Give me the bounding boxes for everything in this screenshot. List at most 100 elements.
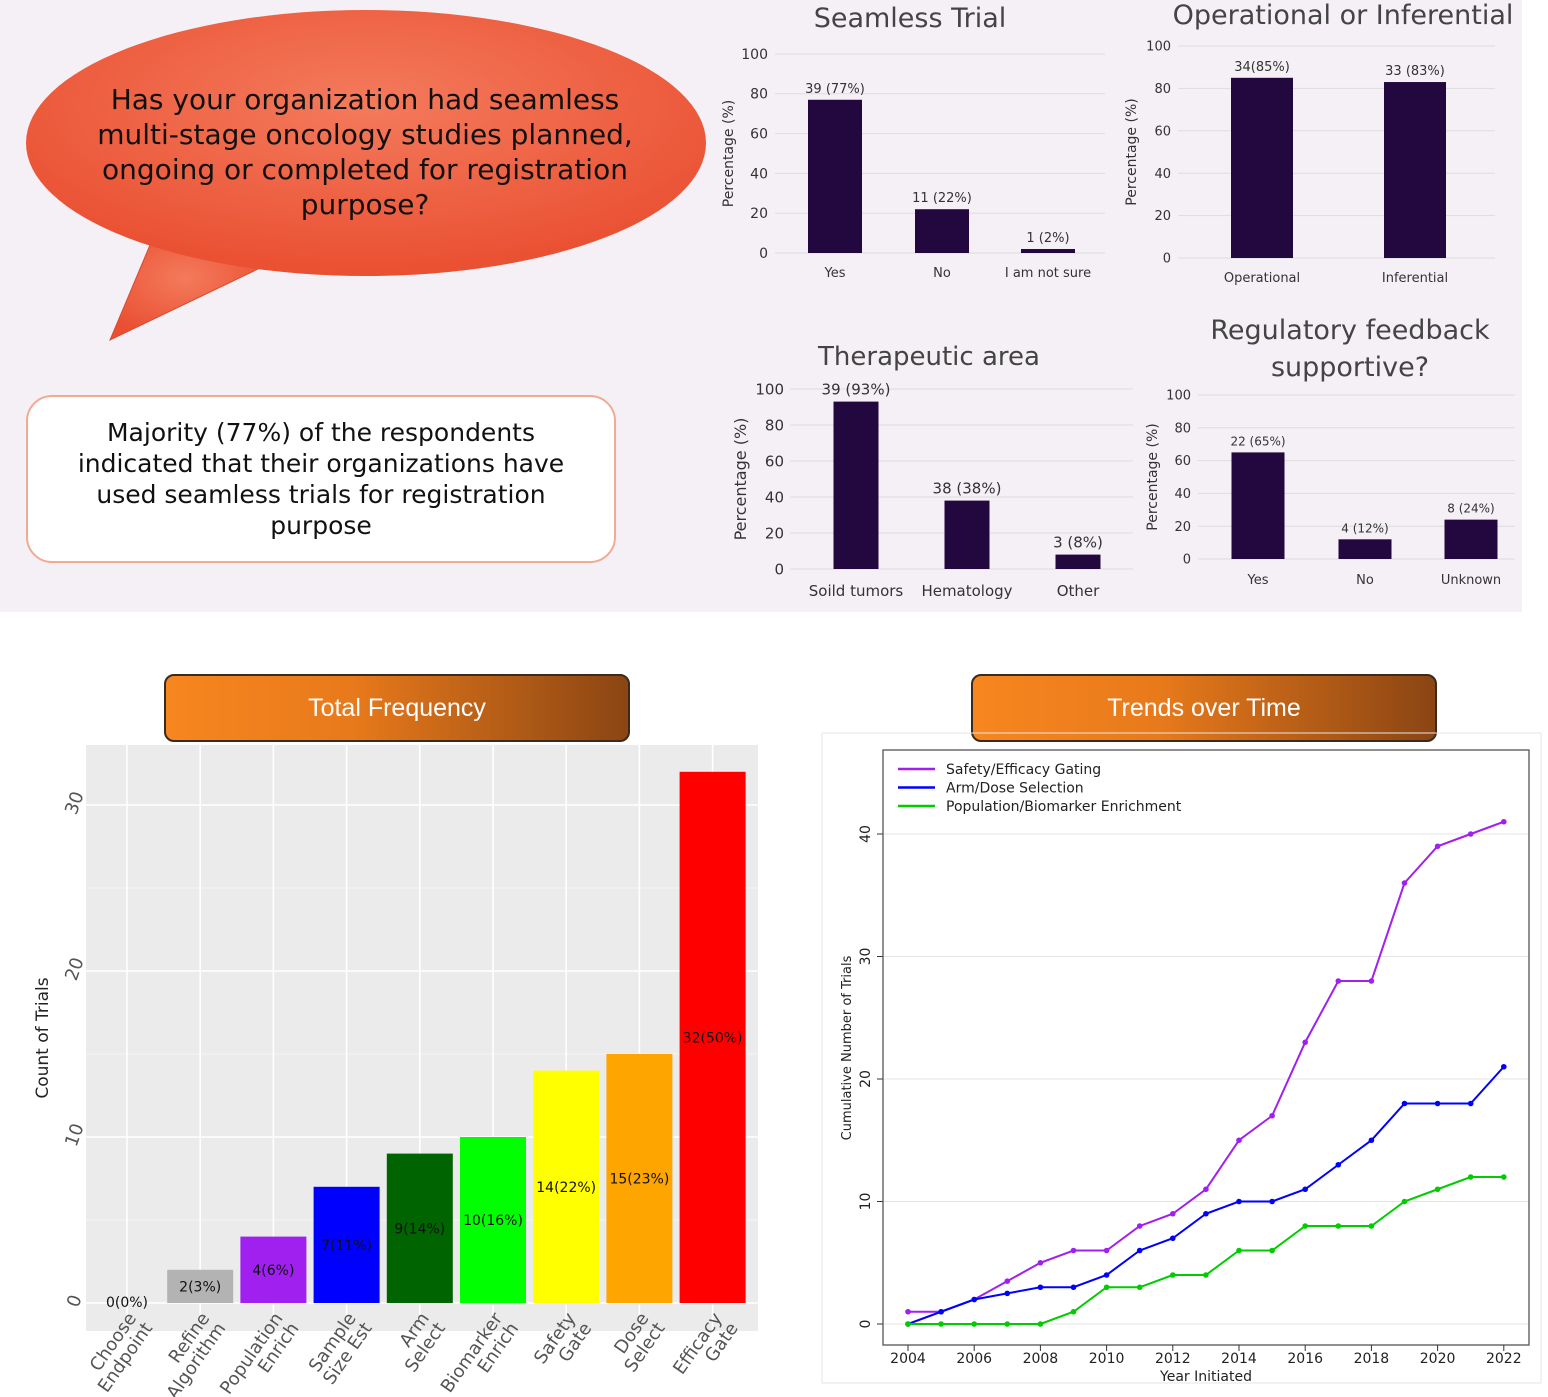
trends-xtick-label: 2012: [1155, 1351, 1191, 1367]
trends-series-point: [1401, 880, 1408, 886]
trends-series-point: [971, 1296, 977, 1303]
regulatory-feedback-ylabel: Percentage (%): [1145, 423, 1161, 530]
trends-series-line: [908, 820, 1505, 1313]
total-frequency-data-label: 4(6%): [252, 1263, 294, 1279]
trends-series-point: [1368, 1137, 1375, 1144]
trends-series-point: [1368, 978, 1375, 984]
trends-series-line: [907, 1066, 1505, 1325]
trends-series-point: [1103, 1284, 1110, 1291]
therapeutic-area-ytick-label: 100: [755, 380, 784, 398]
survey-question: Has your organization had seamless multi…: [97, 83, 633, 221]
total-frequency-data-label: 7(11%): [321, 1238, 372, 1254]
trends-series-point: [1037, 1259, 1044, 1266]
seamless-trial-ytick-label: 20: [750, 206, 768, 222]
total-frequency-ylabel: Count of Trials: [33, 977, 53, 1098]
trends-series-point: [1302, 1039, 1308, 1046]
trends-series-point: [1434, 1186, 1441, 1193]
trends-series-point: [1170, 1210, 1176, 1217]
total-frequency-data-label: 14(22%): [536, 1180, 596, 1196]
trends-series-point: [971, 1321, 977, 1327]
therapeutic-area-ytick-label: 0: [774, 560, 784, 578]
trends-series-point: [1070, 1284, 1077, 1291]
trends-series-point: [1269, 1112, 1275, 1119]
regulatory-feedback-ytick-label: 0: [1183, 553, 1191, 568]
trends-xtick-label: 2014: [1221, 1351, 1257, 1367]
seamless-trial-category-label: No: [933, 266, 951, 281]
trends-series-point: [1434, 843, 1441, 850]
regulatory-feedback-category-label: No: [1356, 573, 1374, 588]
therapeutic-area-bar: [944, 500, 990, 569]
trends-series-point: [1335, 1161, 1342, 1168]
regulatory-feedback-data-label: 4 (12%): [1341, 521, 1388, 535]
trends-series-point: [1236, 1137, 1242, 1144]
total-frequency-data-label: 15(23%): [609, 1172, 669, 1188]
trends-series-point: [1501, 818, 1507, 825]
trends-series-point: [1335, 978, 1342, 984]
total-frequency-ytick-label: 10: [61, 1121, 89, 1150]
trends-legend-label: Arm/Dose Selection: [946, 781, 1084, 797]
trends-series-point: [938, 1308, 944, 1315]
trends-series-point: [1501, 1174, 1507, 1180]
trends-ylabel: Cumulative Number of Trials: [840, 955, 855, 1140]
trends-series-point: [1335, 1223, 1342, 1229]
regulatory-feedback-chart: Regulatory feedback supportive? 0 20 40 60 80 1…: [1145, 315, 1515, 588]
trends-ytick-label: 30: [858, 948, 874, 966]
seamless-trial-data-label: 1 (2%): [1026, 231, 1069, 246]
operational-or-inferential-bar: [1384, 82, 1446, 258]
banner-trends-over-time-label: Trends over Time: [1107, 693, 1301, 722]
therapeutic-area-chart: Therapeutic area 0 20 40 60 80 100 Percentage (…: [731, 342, 1133, 600]
total-frequency-bar: [167, 1269, 234, 1303]
operational-or-inferential-category-label: Inferential: [1382, 271, 1448, 286]
trends-outer-frame: [821, 732, 1542, 1384]
total-frequency-bar: [240, 1236, 307, 1303]
trends-ytick-label: 10: [858, 1193, 874, 1211]
operational-or-inferential-bar: [1231, 77, 1293, 258]
trends-series-point: [1236, 1247, 1242, 1254]
seamless-trial-data-label: 11 (22%): [912, 191, 972, 206]
seamless-trial-ytick-label: 0: [759, 246, 768, 262]
trends-series-point: [1368, 1223, 1375, 1229]
regulatory-feedback-bar: [1338, 539, 1392, 559]
trends-series-point: [1401, 1198, 1408, 1205]
trends-over-time-chart: 0 10 20 30 40 2004 2006 2008 2010 2012 2014 2016 201…: [821, 732, 1542, 1385]
total-frequency-bar: [313, 1186, 380, 1303]
regulatory-feedback-ytick-label: 20: [1174, 520, 1191, 535]
summary-callout: Majority (77%) of the respondents indica…: [26, 395, 616, 563]
trends-xtick-label: 2006: [956, 1351, 992, 1367]
total-frequency-data-label: 32(50%): [683, 1030, 743, 1046]
operational-or-inferential-category-label: Operational: [1224, 271, 1300, 286]
seamless-trial-category-label: Yes: [824, 266, 846, 281]
operational-or-inferential-chart: Operational or Inferential 0 20 40 60 80 100 Pe…: [1124, 0, 1513, 286]
trends-series-point: [1004, 1278, 1011, 1284]
seamless-trial-ytick-label: 100: [741, 47, 768, 63]
trends-ytick-label: 0: [858, 1320, 874, 1329]
regulatory-feedback-data-label: 22 (65%): [1230, 434, 1285, 448]
trends-series-point: [938, 1321, 944, 1327]
trends-series-point: [1269, 1247, 1275, 1254]
therapeutic-area-data-label: 38 (38%): [933, 480, 1002, 498]
trends-series-point: [1136, 1223, 1143, 1229]
trends-series-point: [1004, 1290, 1011, 1297]
total-frequency-data-label: 10(16%): [463, 1213, 523, 1229]
therapeutic-area-ylabel: Percentage (%): [731, 418, 750, 541]
regulatory-feedback-bar: [1444, 519, 1498, 559]
trends-xlabel: Year Initiated: [1159, 1369, 1252, 1385]
trends-series-point: [1037, 1284, 1044, 1291]
trends-series-point: [1467, 831, 1474, 837]
trends-series-point: [905, 1308, 911, 1315]
regulatory-feedback-title-line: Regulatory feedback: [1210, 315, 1490, 346]
trends-series-point: [1004, 1321, 1011, 1327]
trends-xtick-label: 2016: [1287, 1351, 1323, 1367]
therapeutic-area-ytick-label: 60: [765, 452, 784, 470]
operational-or-inferential-data-label: 34(85%): [1234, 60, 1290, 75]
seamless-trial-data-label: 39 (77%): [805, 82, 865, 97]
trends-legend-label: Safety/Efficacy Gating: [946, 762, 1101, 778]
regulatory-feedback-ytick-label: 100: [1166, 389, 1191, 404]
trends-series-point: [1302, 1223, 1308, 1229]
trends-series-point: [1070, 1308, 1077, 1315]
regulatory-feedback-category-label: Yes: [1247, 573, 1269, 588]
trends-xtick-label: 2010: [1089, 1351, 1125, 1367]
speech-bubble: [26, 10, 706, 342]
